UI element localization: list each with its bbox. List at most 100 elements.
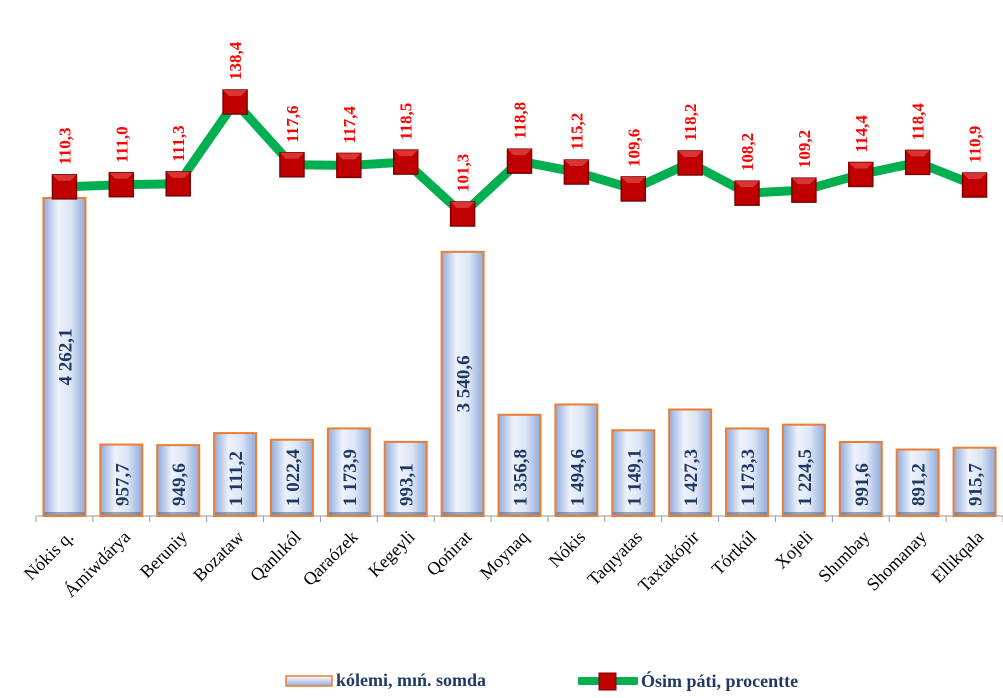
bar-value-label: 1 224,5 [795, 449, 816, 506]
line-value-label: 114,4 [852, 115, 871, 153]
bar-shadow [897, 512, 938, 515]
line-marker-highlight [450, 202, 475, 208]
bar-shadow [101, 512, 142, 515]
bar [440, 250, 485, 517]
bar-shadow [385, 512, 426, 515]
category-label: Tórtkúl [708, 527, 760, 579]
legend-bar-swatch [285, 674, 333, 687]
line-marker-highlight [848, 162, 873, 169]
bar-value-label: 1 173,9 [340, 449, 361, 506]
line-marker-highlight [621, 176, 646, 183]
category-label: Taxtakópir [634, 527, 703, 596]
bar-shadow [613, 512, 654, 515]
bar [725, 427, 770, 518]
bar [99, 443, 144, 518]
line-value-label: 110,3 [55, 128, 74, 165]
bar-shadow [271, 512, 312, 515]
legend-item-bars: kólemi, mıń. somda [285, 670, 486, 691]
line-value-label: 117,4 [340, 106, 359, 144]
legend-line-label: Ósim páti, procentte [641, 670, 799, 691]
legend-item-line: Ósim páti, procentte [578, 670, 798, 692]
bar [269, 438, 314, 517]
bar [383, 440, 428, 518]
bar-shadow [954, 512, 995, 515]
line-marker-highlight [507, 149, 532, 156]
category-label: Kegeyli [364, 527, 418, 581]
line-marker-highlight [166, 171, 191, 178]
category-label: Beruniy [136, 527, 191, 582]
bar [838, 441, 883, 517]
bar-shadow [215, 512, 256, 515]
line-marker-highlight [905, 150, 930, 157]
bar-shadow [44, 512, 85, 515]
bar [952, 446, 997, 518]
chart: 4 262,1 957,7 949,6 1 111,2 1 022,4 1 173,9 99… [20, 41, 1003, 601]
bar-value-label: 915,7 [966, 463, 987, 506]
line-value-label: 118,8 [511, 102, 530, 139]
category-label: Nókis [545, 527, 590, 572]
bar-shadow [499, 512, 540, 515]
bar-shadow [158, 512, 199, 515]
bar-value-label: 991,6 [852, 463, 873, 506]
bar [156, 444, 201, 517]
category-label: Qaraózek [299, 527, 362, 590]
bar-shadow [670, 512, 711, 515]
bar-shadow [328, 512, 369, 515]
line-value-label: 109,6 [624, 129, 643, 167]
line-value-label: 109,2 [795, 130, 814, 168]
category-label: Qanlıkól [246, 527, 305, 586]
bar-value-label: 4 262,1 [55, 329, 76, 386]
bar [554, 403, 599, 517]
category-label: Bozataw [189, 527, 248, 586]
category-label: Xojeli [771, 527, 817, 573]
line-value-label: 118,2 [681, 104, 700, 141]
line-value-label: 138,4 [226, 41, 245, 80]
legend: kólemi, mıń. somda Ósim páti, procentte [0, 660, 1003, 696]
line-marker-highlight [393, 150, 418, 157]
bar [668, 408, 713, 517]
bar-shadow [556, 512, 597, 515]
line-marker-highlight [791, 178, 816, 185]
bar-shadow [727, 512, 768, 515]
category-label: Ellikqala [927, 527, 987, 587]
legend-line-swatch [578, 672, 638, 691]
bar [895, 448, 940, 518]
line-value-label: 111,3 [169, 125, 188, 161]
line-value-label: 108,2 [738, 133, 757, 171]
bar-value-label: 957,7 [112, 463, 133, 506]
line-value-label: 118,5 [397, 103, 416, 140]
line-marker-highlight [279, 152, 304, 159]
bar-value-label: 3 540,6 [454, 355, 475, 412]
line-value-label: 101,3 [454, 154, 473, 192]
line-marker-highlight [109, 172, 134, 179]
category-label: Nókis q. [20, 527, 77, 584]
line-marker-highlight [564, 160, 589, 167]
bar [326, 427, 371, 518]
bar [213, 432, 258, 517]
bar-shadow [442, 512, 483, 515]
bar-value-label: 1 427,3 [681, 449, 702, 506]
bar [611, 429, 656, 517]
line-value-label: 110,9 [966, 126, 985, 163]
line-marker-highlight [678, 150, 703, 157]
line-marker-highlight [52, 174, 77, 181]
line-value-label: 111,0 [112, 126, 131, 162]
line-marker-highlight [735, 181, 760, 188]
bar [781, 423, 826, 517]
bar-value-label: 891,2 [909, 463, 930, 506]
line-marker-highlight [223, 90, 248, 96]
bar-value-label: 1 494,6 [567, 449, 588, 506]
category-label: Shomanay [863, 527, 931, 595]
category-label: Moynaq [476, 527, 533, 584]
bar-value-label: 1 149,1 [624, 449, 645, 506]
bar-value-label: 993,1 [397, 463, 418, 506]
category-label: Qońırat [422, 527, 475, 580]
line-marker-highlight [336, 153, 361, 160]
bar-shadow [840, 512, 881, 515]
bar-value-label: 1 173,3 [738, 449, 759, 506]
bar-value-label: 949,6 [169, 463, 190, 506]
bar [497, 413, 542, 517]
bar-value-label: 1 111,2 [226, 451, 247, 506]
line-value-label: 117,6 [283, 105, 302, 142]
bar-value-label: 1 356,8 [511, 449, 532, 506]
